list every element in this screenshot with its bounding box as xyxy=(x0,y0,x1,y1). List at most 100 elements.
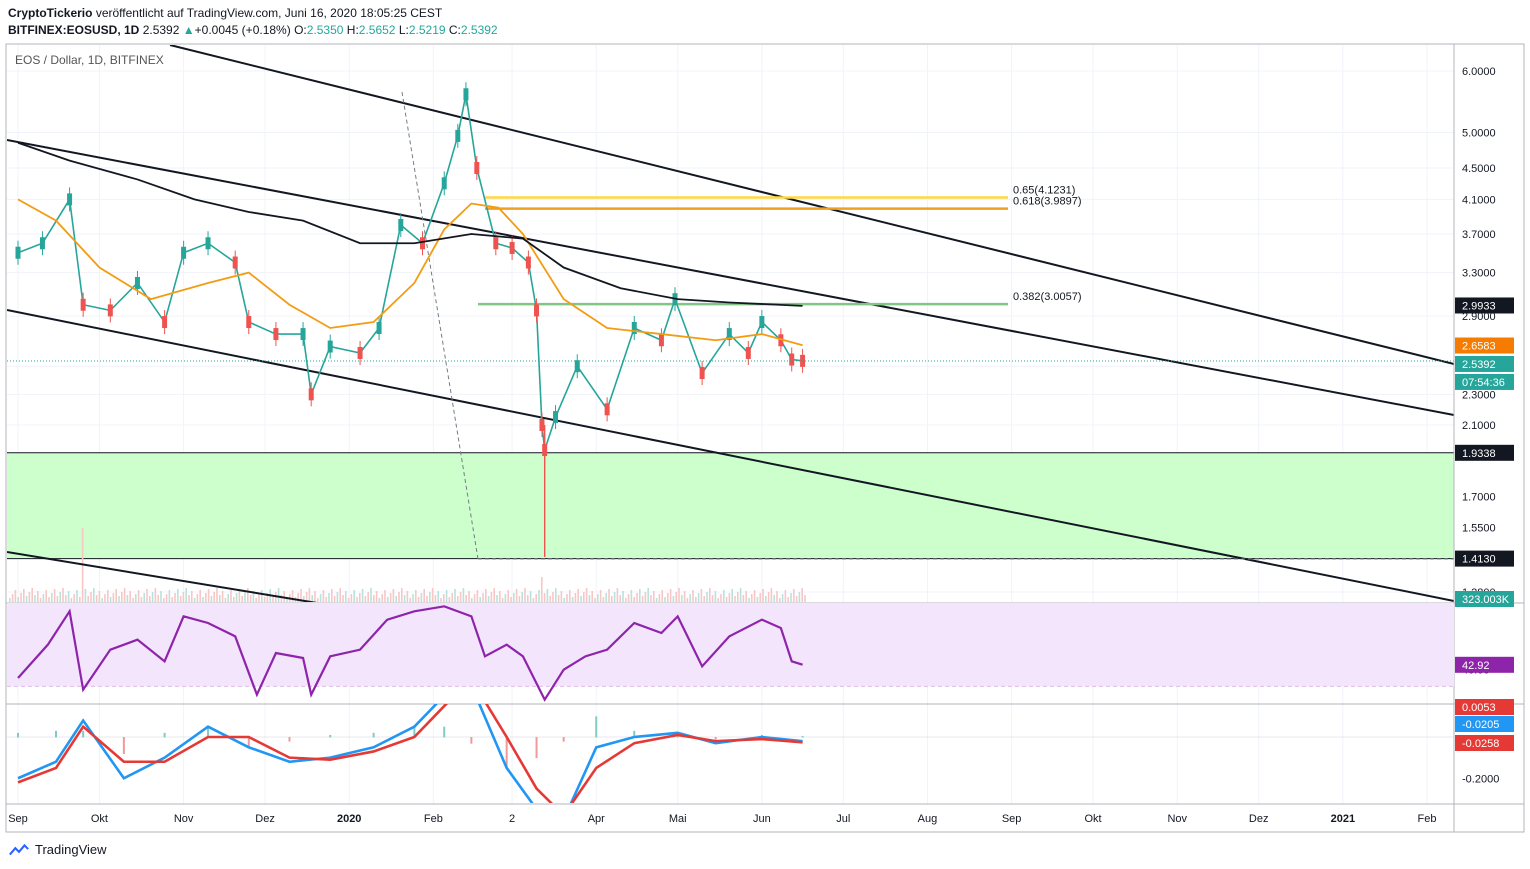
volume-bar xyxy=(672,596,675,602)
price-line xyxy=(17,94,803,451)
volume-bar xyxy=(636,593,638,602)
volume-bar xyxy=(793,589,795,602)
volume-bar xyxy=(168,590,171,602)
date-tick-label: Nov xyxy=(174,813,194,825)
volume-bar xyxy=(31,588,33,602)
candle-body xyxy=(789,353,795,366)
volume-bar xyxy=(420,593,423,602)
date-tick-label: 2 xyxy=(509,813,515,825)
volume-bar xyxy=(333,596,336,602)
volume-bar xyxy=(644,592,647,602)
volume-bar xyxy=(594,598,596,602)
volume-bar xyxy=(149,596,151,602)
candle-body xyxy=(463,88,469,101)
volume-bar xyxy=(188,595,190,602)
volume-bar xyxy=(552,592,554,602)
volume-bar xyxy=(429,592,431,602)
volume-bar xyxy=(695,597,697,602)
price-tick-label: 1.7000 xyxy=(1462,491,1496,503)
volume-bar xyxy=(112,593,115,602)
volume-bar xyxy=(655,598,658,602)
date-tick-label: Apr xyxy=(588,813,605,825)
volume-bar xyxy=(415,590,417,602)
date-tick-label: 2020 xyxy=(337,813,361,825)
candle-body xyxy=(420,237,426,250)
volume-bar xyxy=(34,595,36,602)
volume-bar xyxy=(515,589,518,602)
volume-bar xyxy=(616,588,619,602)
macd-histogram-bar xyxy=(82,730,85,738)
volume-bar xyxy=(639,589,641,602)
volume-bar xyxy=(417,597,420,602)
volume-bar xyxy=(286,598,288,602)
volume-bar xyxy=(336,592,339,602)
volume-bar xyxy=(185,588,187,602)
volume-bar xyxy=(25,596,28,602)
volume-bar xyxy=(465,595,467,602)
candle-body xyxy=(553,411,559,424)
macd-histogram-bar xyxy=(55,730,58,738)
volume-bar xyxy=(457,596,459,602)
candle-body xyxy=(534,304,540,317)
volume-bar xyxy=(317,598,319,602)
volume-bar xyxy=(476,590,479,602)
volume-bar xyxy=(266,593,269,602)
volume-bar xyxy=(230,590,232,602)
volume-bar xyxy=(667,593,669,602)
volume-bar xyxy=(48,597,50,602)
macd-histogram-bar xyxy=(443,726,446,738)
candle-body xyxy=(525,256,531,269)
support-bottom-tag xyxy=(1455,550,1514,567)
rsi-value-tag xyxy=(1455,656,1514,673)
volume-bar xyxy=(205,593,207,602)
ma50-price-tag-text: 2.6583 xyxy=(1462,341,1496,353)
price-tick-label: 5.0000 xyxy=(1462,127,1496,139)
volume-bar xyxy=(331,589,333,602)
volume-bar xyxy=(762,589,764,602)
volume-bar xyxy=(291,590,294,602)
volume-bar xyxy=(801,588,803,602)
macd-histogram-bar xyxy=(247,737,250,748)
volume-bar xyxy=(597,594,599,602)
volume-bar xyxy=(356,597,358,602)
volume-bar xyxy=(437,591,439,602)
date-tick-label: Okt xyxy=(1085,813,1102,825)
macd-histogram-bar xyxy=(562,737,565,742)
volume-bar xyxy=(20,593,22,602)
volume-bar xyxy=(563,598,565,602)
volume-bar xyxy=(345,591,347,602)
volume-bar xyxy=(252,591,255,602)
volume-bar xyxy=(123,588,126,602)
volume-bar xyxy=(611,596,613,602)
volume-bar xyxy=(79,597,81,602)
volume-bar xyxy=(65,595,67,602)
tradingview-logo[interactable]: TradingView xyxy=(8,842,107,857)
volume-bar xyxy=(233,597,235,602)
volume-bar xyxy=(137,590,140,602)
price-tick-label: 4.5000 xyxy=(1462,163,1496,175)
volume-bar xyxy=(490,592,493,602)
volume-bar xyxy=(753,590,756,602)
macd-line-tag xyxy=(1455,716,1514,732)
volume-bar xyxy=(151,592,154,602)
candle-body xyxy=(509,241,515,254)
volume-bar xyxy=(53,589,56,602)
price-tick-label: 6.0000 xyxy=(1462,66,1496,78)
macd-histogram-bar xyxy=(372,732,375,738)
macd-histogram-bar xyxy=(633,730,636,738)
volume-bar xyxy=(247,588,249,602)
volume-bar xyxy=(661,590,663,602)
volume-bar xyxy=(221,591,224,602)
fib-0382-label: 0.382(3.0057) xyxy=(1013,291,1082,303)
volume-bar xyxy=(781,594,784,602)
volume-bar xyxy=(67,591,70,602)
volume-bar xyxy=(191,591,193,602)
volume-bar xyxy=(364,596,367,602)
volume-bar xyxy=(678,588,680,602)
volume-bar xyxy=(459,592,462,602)
candle-body xyxy=(699,367,705,380)
volume-bar xyxy=(518,596,521,602)
volume-bar xyxy=(328,593,330,602)
volume-bar xyxy=(633,597,635,602)
